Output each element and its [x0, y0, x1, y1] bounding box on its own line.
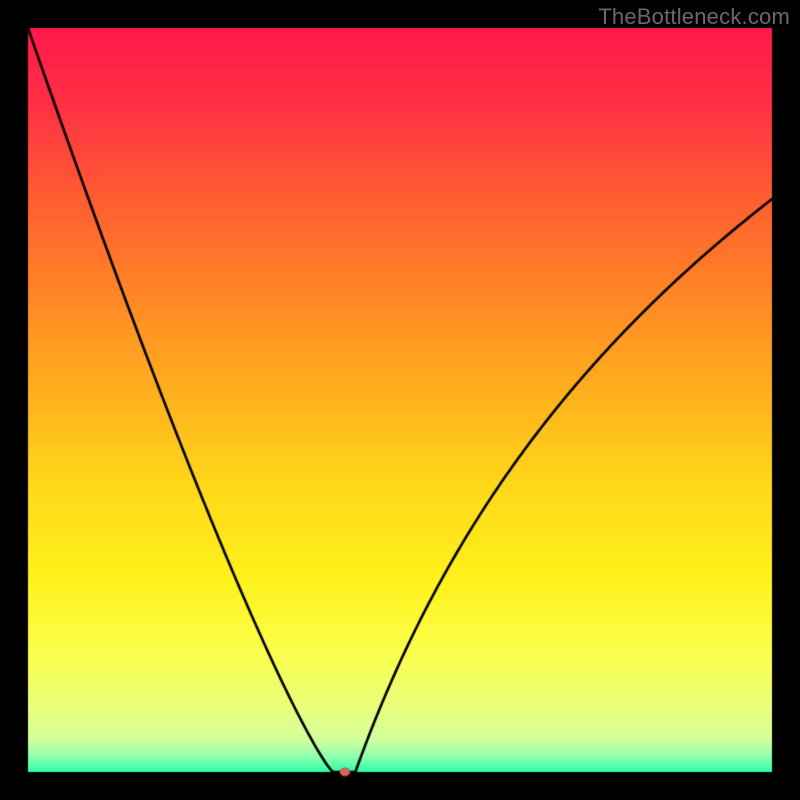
watermark-text: TheBottleneck.com [598, 4, 790, 30]
bottleneck-chart-canvas [0, 0, 800, 800]
chart-container: TheBottleneck.com [0, 0, 800, 800]
